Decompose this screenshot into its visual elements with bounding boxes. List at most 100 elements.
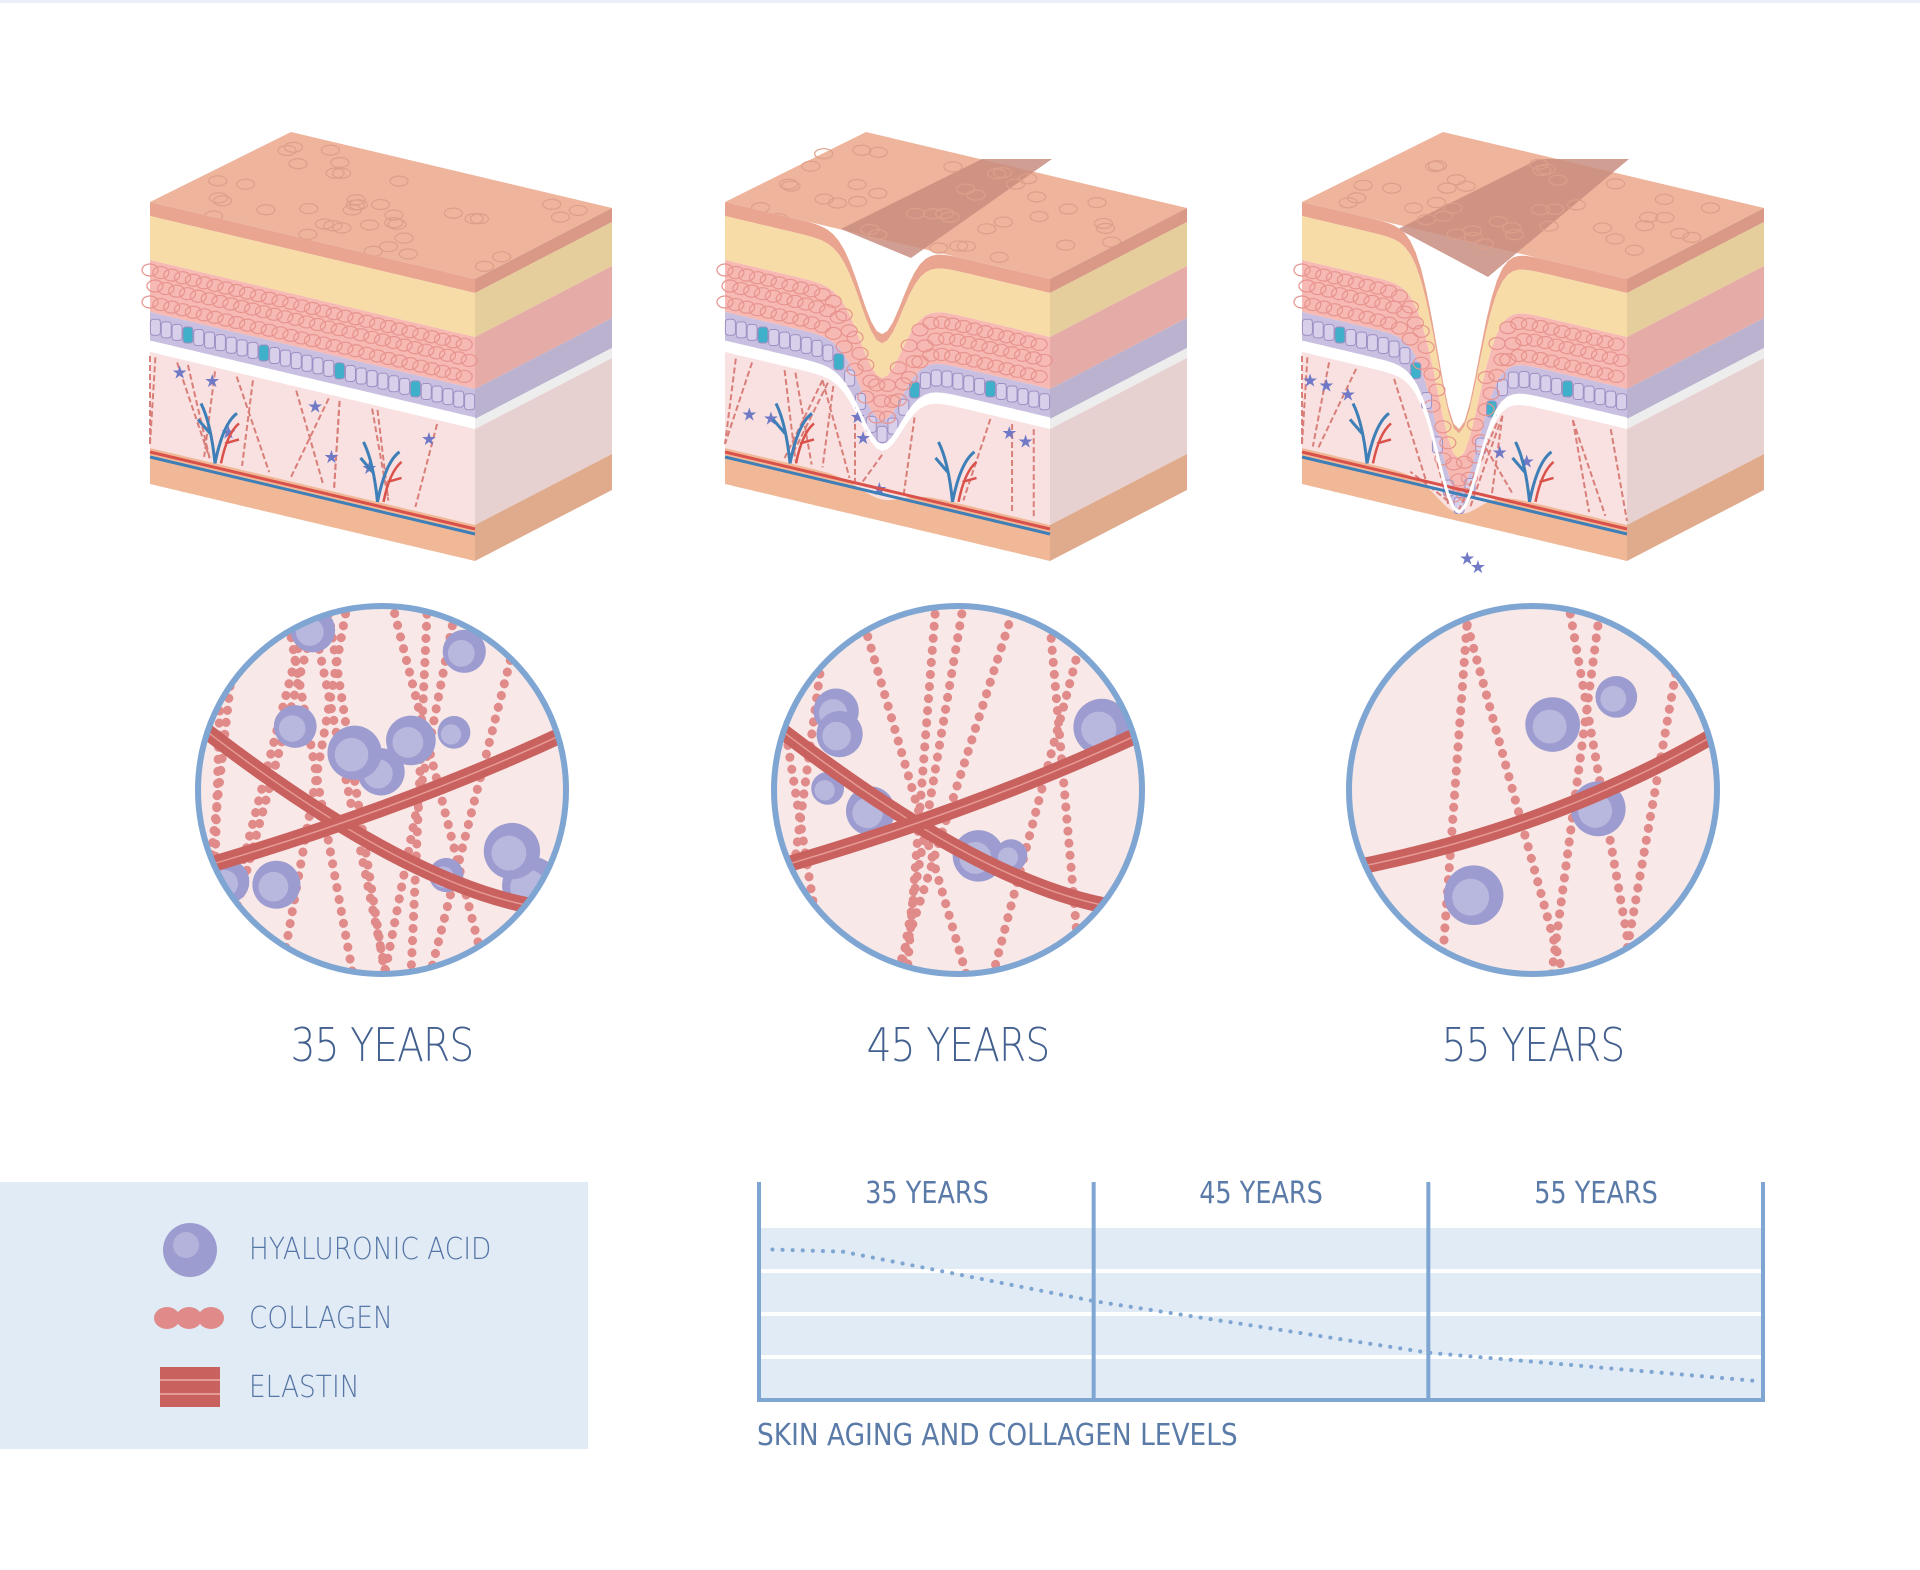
legend-panel: HYALURONIC ACID COLLAGEN ELASTIN [0,1182,588,1449]
surface-cell [1605,233,1625,245]
basal-cell [1507,371,1519,389]
epidermal-cell [922,348,940,362]
blood-vessel [359,441,401,503]
surface-cell [852,144,872,156]
basal-cell [1366,334,1378,352]
blood-vessel [1371,422,1392,464]
epidermal-cell [716,295,734,309]
epidermal-cell [1390,321,1409,335]
collagen-strand [273,606,355,974]
basal-cell [442,388,454,406]
surface-cell [1488,215,1508,228]
epidermal-cell [352,328,370,342]
epidermal-cell [1607,337,1625,352]
epidermal-cell [1488,368,1506,383]
fibroblast-star-icon: ★ [1492,443,1508,464]
epidermal-cell [1575,362,1593,376]
collagen-beads-icon [154,1307,224,1329]
sphere-highlight [1600,685,1627,712]
epidermal-cell [1325,303,1344,317]
surface-cell [814,193,834,205]
collagen-strand [205,606,318,974]
epidermal-cell [1385,300,1403,314]
epidermal-cell [900,370,918,385]
epidermal-cell [249,289,267,303]
epidermal-cell [319,320,337,334]
basal-cell [214,334,226,352]
surface-cell [1005,178,1026,190]
magnified-view-45-years [774,606,1142,974]
epidermal-cell [238,286,257,300]
artery [724,450,1051,531]
epidermal-cell [189,289,207,303]
epidermal-cell [1315,268,1333,282]
basal-cell [1594,388,1606,406]
surface-cell [940,211,960,223]
epidermal-cell [1466,418,1484,432]
surface-cell [1545,203,1565,215]
collagen-fiber [176,362,211,459]
basal-cell [464,393,476,411]
epidermal-cell [1293,263,1311,277]
surface-cell [378,241,399,253]
vein [149,455,476,536]
skin-layer [725,260,1050,421]
collagen-fiber [821,379,851,479]
epidermal-cell [943,317,962,331]
epidermal-cell [965,354,983,368]
epidermal-cell [1341,289,1359,303]
epidermal-cell [1003,346,1021,360]
blood-vessel [1534,460,1555,503]
epidermal-cell [721,279,739,293]
epidermal-cell [1542,322,1560,336]
epidermal-cell [911,355,929,369]
epidermal-cell [1585,364,1604,378]
epidermal-cell [314,304,332,318]
side-layer [1627,358,1764,525]
epidermal-cell [922,316,940,330]
elastin-stripe [774,729,1142,871]
epidermal-cell [260,323,278,337]
basal-cell [811,339,823,357]
basal-cell [193,329,205,347]
epidermal-cell [727,265,745,280]
skin-block-35: ★★★★★★★ [141,132,612,561]
epidermal-cell [1520,349,1539,363]
basal-cell [1616,393,1628,411]
blood-vessel [794,422,815,464]
legend-label: ELASTIN [249,1370,360,1405]
legend-item-hyaluronic: HYALURONIC ACID [0,1223,588,1277]
basal-cell [1399,347,1411,365]
epidermal-cell [460,353,478,368]
surface-cell [331,167,352,179]
epidermal-cell [738,268,756,282]
skin-layer [1302,352,1627,525]
surface-cell [360,219,380,231]
surface-cell [464,213,484,225]
legend-label: HYALURONIC ACID [249,1232,492,1267]
elastin-band-icon [160,1367,220,1407]
epidermal-cell [238,318,257,332]
magnifier-ring [1346,603,1720,977]
epidermal-cell [1395,305,1414,319]
collagen-fiber [1571,419,1591,513]
side-layer [1050,348,1187,429]
basal-cell [1561,380,1573,398]
epidermal-cell [1510,348,1528,363]
surface-cell [943,161,963,173]
basal-cell [1334,326,1346,344]
basal-cell [225,336,237,354]
surface-cell [475,260,495,272]
surface-cell [277,144,297,157]
basal-cell [420,382,432,400]
epidermal-cell [1510,316,1528,331]
basal-cell [149,318,161,336]
epidermal-cell [803,284,821,298]
surface-cell [1532,164,1552,177]
surface-cell [1433,210,1454,222]
collagen-fiber [149,357,157,445]
epidermal-cell [818,303,837,318]
surface-cell [1635,220,1655,232]
epidermal-cell [1369,313,1387,327]
side-layer [1050,358,1187,525]
